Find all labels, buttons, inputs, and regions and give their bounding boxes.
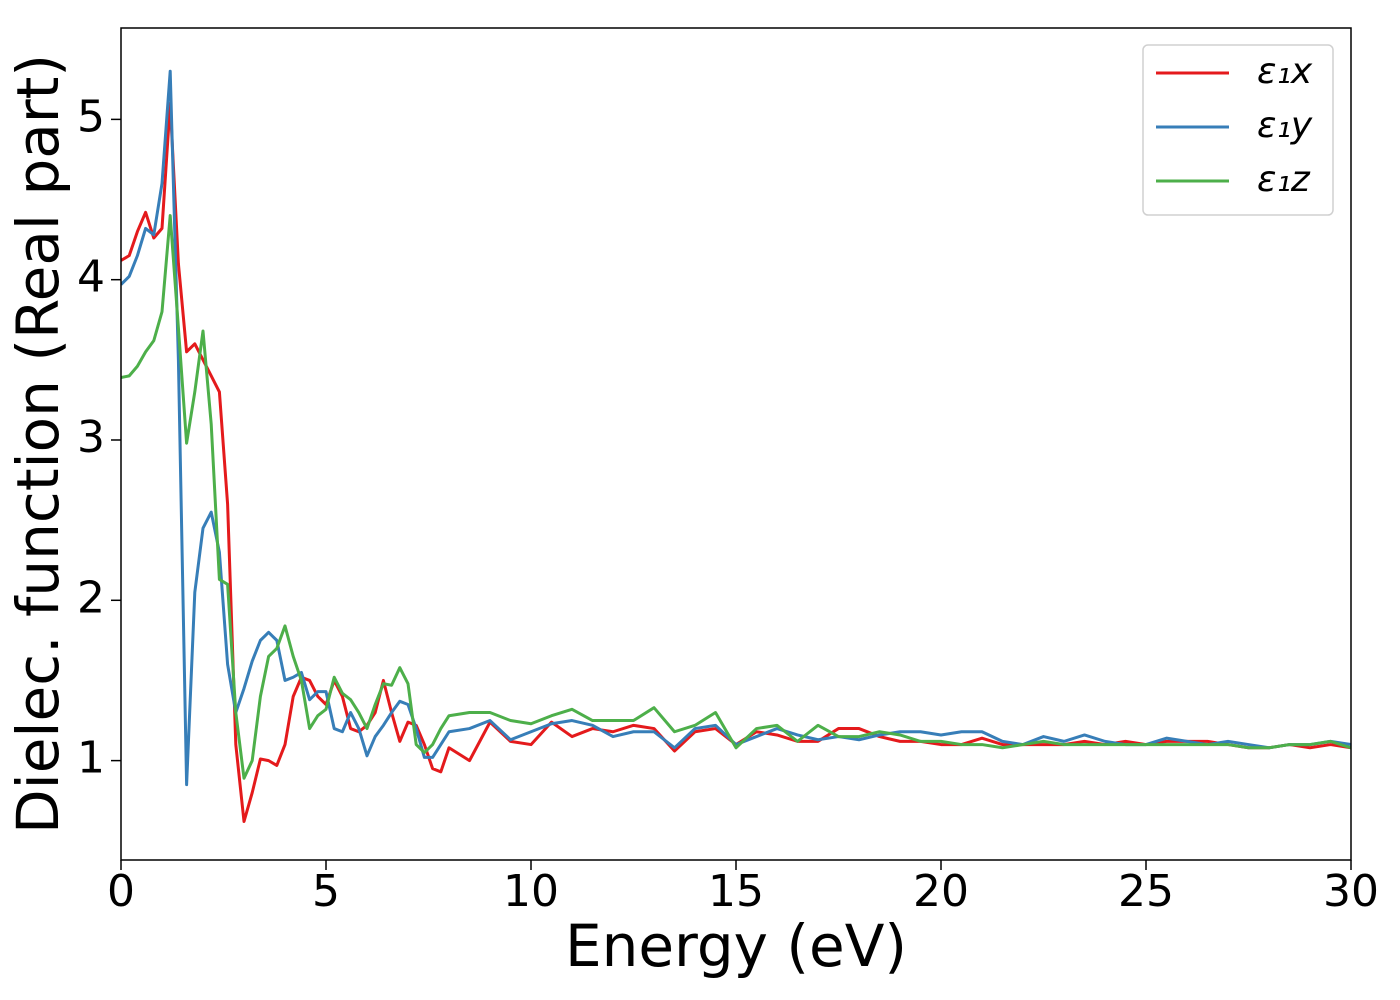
legend-label: ε₁z: [1257, 159, 1311, 200]
y-tick-label: 1: [77, 733, 105, 784]
x-tick-label: 30: [1323, 866, 1379, 917]
x-tick-label: 10: [503, 866, 559, 917]
y-tick-label: 2: [77, 572, 105, 623]
y-tick-label: 5: [77, 91, 105, 142]
data-line: [121, 214, 1351, 780]
x-tick-label: 20: [913, 866, 969, 917]
y-tick-label: 4: [77, 252, 105, 303]
y-tick-label: 3: [77, 412, 105, 463]
plot-frame: [120, 27, 1352, 861]
x-tick-label: 0: [107, 866, 135, 917]
legend-label: ε₁y: [1257, 105, 1313, 146]
legend-box: [1142, 44, 1334, 216]
x-tick-label: 25: [1118, 866, 1174, 917]
x-axis-label: Energy (eV): [565, 912, 907, 980]
x-tick-label: 5: [312, 866, 340, 917]
legend-label: ε₁x: [1257, 51, 1313, 92]
y-axis-label: Dielec. function (Real part): [4, 54, 72, 834]
x-tick-label: 15: [708, 866, 764, 917]
